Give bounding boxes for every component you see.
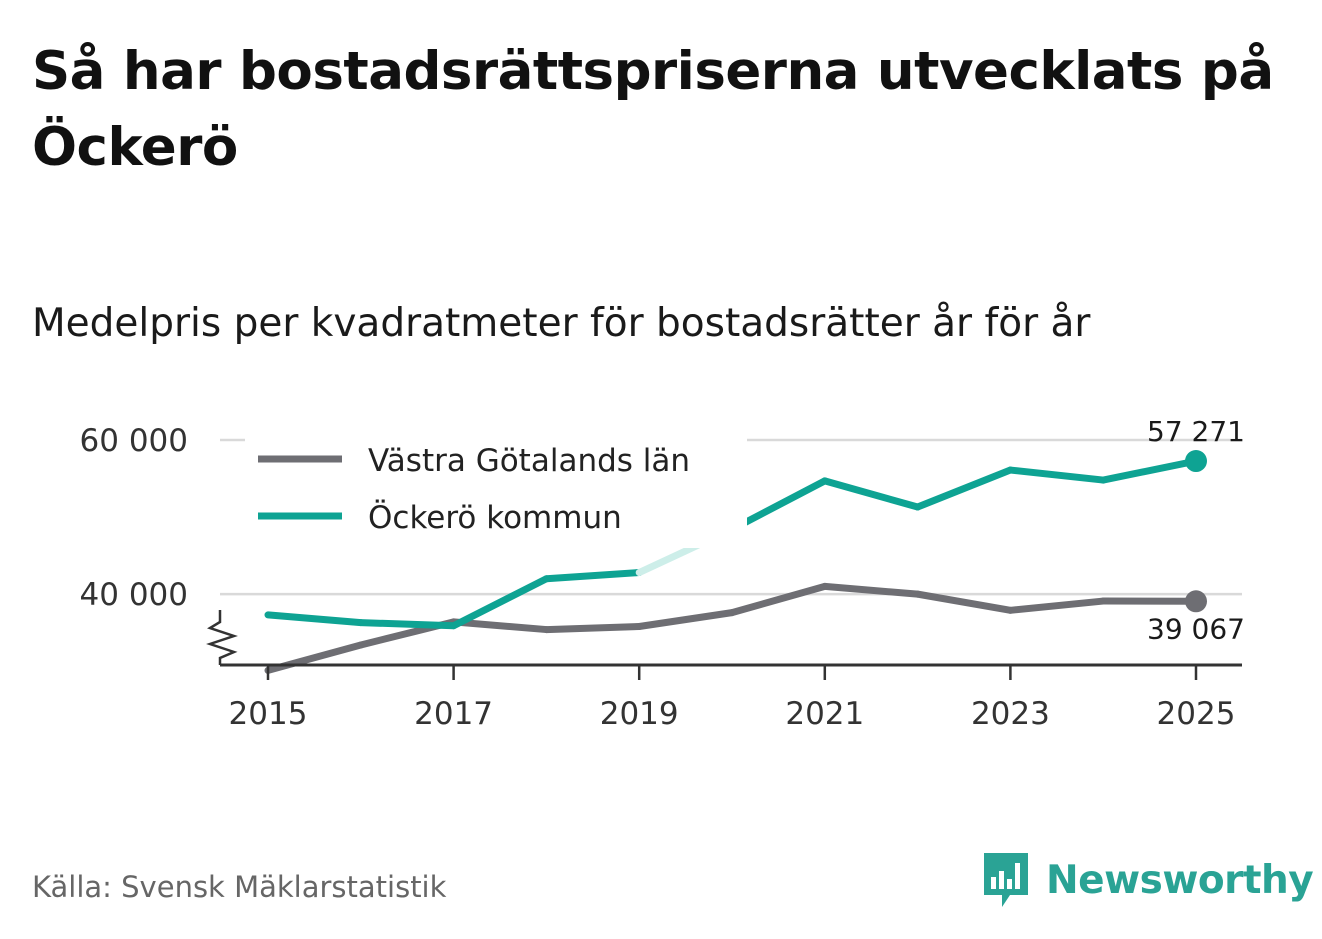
end-point-0 <box>1185 590 1207 613</box>
series-lines <box>264 457 1200 674</box>
series-0-segment <box>1006 597 1107 614</box>
series-1-segment <box>728 477 829 533</box>
series-0-segment <box>635 609 736 630</box>
x-tick-label: 2023 <box>971 696 1050 732</box>
x-axis <box>206 610 1242 667</box>
x-tick-label: 2017 <box>414 696 493 732</box>
end-markers: 39 067 57 271 <box>1147 415 1245 645</box>
x-tick-label: 2025 <box>1157 696 1236 732</box>
chart-title: Så har bostadsrättspriserna utvecklats p… <box>32 41 1274 178</box>
legend-background <box>245 436 747 548</box>
end-point-1 <box>1185 450 1207 473</box>
x-tick-label: 2015 <box>229 696 308 732</box>
end-value-label-1: 57 271 <box>1147 415 1245 448</box>
series-0-segment <box>542 622 643 634</box>
chart-subtitle: Medelpris per kvadratmeter för bostadsrä… <box>32 301 1091 346</box>
y-tick-label: 40 000 <box>80 577 188 613</box>
legend-label-ockero: Öckerö kommun <box>368 499 622 536</box>
series-0-segment <box>821 582 922 598</box>
series-0-segment <box>728 582 829 617</box>
series-1-segment <box>357 619 458 630</box>
newsworthy-logo-icon <box>984 853 1028 907</box>
source-note: Källa: Svensk Mäklarstatistik <box>32 870 447 904</box>
legend-label-vgl: Västra Götalands län <box>368 443 690 479</box>
y-axis-ticks: 40 000 60 000 <box>80 423 188 613</box>
series-0-segment <box>264 641 365 674</box>
x-tick-label: 2021 <box>785 696 864 732</box>
series-1-segment <box>542 569 643 583</box>
end-value-label-0: 39 067 <box>1147 612 1245 645</box>
brand-name: Newsworthy <box>1046 857 1314 903</box>
legend: Västra Götalands län Öckerö kommun <box>245 436 747 548</box>
series-1-segment <box>264 611 365 627</box>
series-0-segment <box>450 618 550 634</box>
series-1-segment <box>1099 457 1200 484</box>
axis-break-symbol <box>206 610 238 665</box>
series-1-segment <box>1006 466 1107 484</box>
brand-logo[interactable]: Newsworthy <box>980 848 1314 912</box>
series-1-segment <box>450 575 550 630</box>
line-chart: 40 000 60 000 Västra Götalands län Öckerö… <box>80 415 1245 732</box>
x-axis-ticks: 2015 2017 2019 2021 2023 2025 <box>229 665 1236 732</box>
y-tick-label: 60 000 <box>80 423 188 459</box>
series-1-segment <box>914 466 1014 511</box>
series-1-segment <box>821 477 922 511</box>
x-tick-label: 2019 <box>600 696 679 732</box>
series-0-segment <box>914 590 1014 614</box>
